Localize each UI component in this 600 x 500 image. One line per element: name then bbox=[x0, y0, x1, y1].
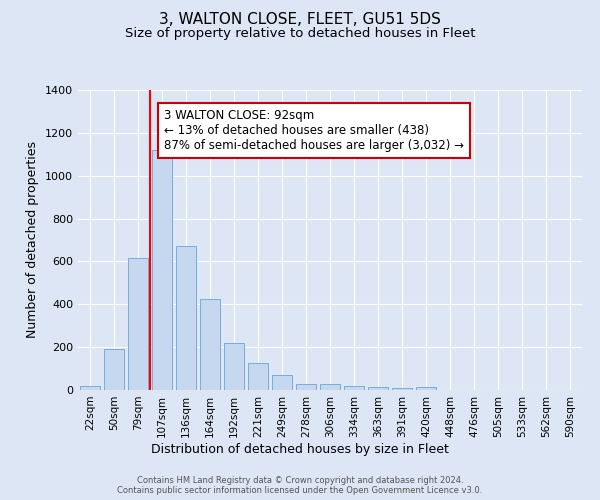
Text: Size of property relative to detached houses in Fleet: Size of property relative to detached ho… bbox=[125, 28, 475, 40]
Bar bbox=[80, 386, 100, 390]
Bar bbox=[296, 384, 316, 390]
Bar bbox=[344, 386, 364, 390]
Bar bbox=[392, 388, 412, 390]
Bar bbox=[416, 387, 436, 390]
Bar bbox=[272, 374, 292, 390]
Bar bbox=[368, 387, 388, 390]
Bar bbox=[104, 350, 124, 390]
Y-axis label: Number of detached properties: Number of detached properties bbox=[26, 142, 40, 338]
Bar bbox=[128, 258, 148, 390]
Text: Contains HM Land Registry data © Crown copyright and database right 2024.
Contai: Contains HM Land Registry data © Crown c… bbox=[118, 476, 482, 495]
Bar bbox=[320, 384, 340, 390]
Text: Distribution of detached houses by size in Fleet: Distribution of detached houses by size … bbox=[151, 442, 449, 456]
Bar bbox=[152, 150, 172, 390]
Bar bbox=[248, 362, 268, 390]
Text: 3, WALTON CLOSE, FLEET, GU51 5DS: 3, WALTON CLOSE, FLEET, GU51 5DS bbox=[159, 12, 441, 28]
Bar bbox=[176, 246, 196, 390]
Bar bbox=[200, 299, 220, 390]
Text: 3 WALTON CLOSE: 92sqm
← 13% of detached houses are smaller (438)
87% of semi-det: 3 WALTON CLOSE: 92sqm ← 13% of detached … bbox=[164, 110, 464, 152]
Bar bbox=[224, 344, 244, 390]
